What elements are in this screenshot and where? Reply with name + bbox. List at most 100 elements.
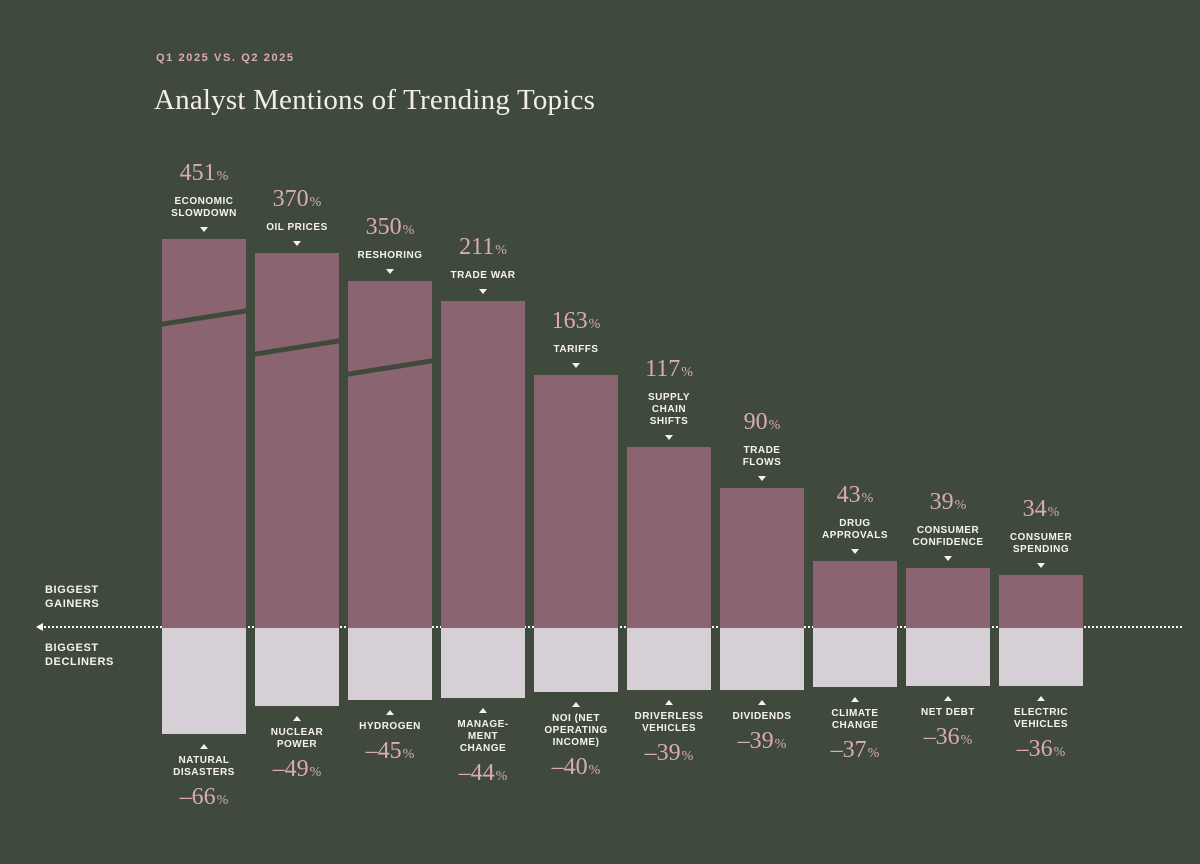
decliner-value: –40% <box>551 754 601 780</box>
arrow-down-icon <box>479 289 487 294</box>
arrow-down-icon <box>665 435 673 440</box>
label-line: DRIVERLESS <box>634 711 704 722</box>
decliner-label: NOI (NET OPERATING INCOME) <box>544 713 607 749</box>
label-line: FLOWS <box>742 457 782 468</box>
chart-column: 211% TRADE WAR MANAGE- MENT CHANGE –44% <box>441 160 525 790</box>
decliner-label: MANAGE- MENT CHANGE <box>457 719 508 755</box>
gainer-value: 90% <box>743 409 781 435</box>
label-line: CONSUMER <box>916 525 980 536</box>
gainer-cell: 39% CONSUMER CONFIDENCE <box>906 160 990 628</box>
gainer-label: OIL PRICES <box>266 222 328 234</box>
decliner-cell: NUCLEAR POWER –49% <box>255 628 339 786</box>
percent-sign: % <box>867 746 880 761</box>
chart-column: 43% DRUG APPROVALS CLIMATE CHANGE –37% <box>813 160 897 767</box>
label-line: CHAIN <box>651 404 687 415</box>
gainer-bar <box>627 447 711 628</box>
percent-sign: % <box>495 769 508 784</box>
decliner-label: CLIMATE CHANGE <box>831 708 878 732</box>
chart-columns: 451% ECONOMIC SLOWDOWN NATURAL DISASTERS –66%… <box>162 160 1083 814</box>
decliner-value: –45% <box>365 738 415 764</box>
gainer-label: TRADE FLOWS <box>743 445 782 469</box>
percent-sign: % <box>960 733 973 748</box>
percent-sign: % <box>1053 745 1066 760</box>
label-line: OIL PRICES <box>266 222 328 233</box>
gainer-cell: 43% DRUG APPROVALS <box>813 160 897 628</box>
gainer-bar <box>441 301 525 628</box>
gainer-label: ECONOMIC SLOWDOWN <box>171 196 237 220</box>
decliner-bar <box>348 628 432 700</box>
percent-sign: % <box>588 317 601 332</box>
label-line: RESHORING <box>357 250 423 261</box>
label-line: DIVIDENDS <box>732 711 792 722</box>
label-line: APPROVALS <box>822 530 888 541</box>
decliner-value: –44% <box>458 760 508 786</box>
gainer-label: SUPPLY CHAIN SHIFTS <box>648 392 690 428</box>
label-line: ELECTRIC <box>1013 707 1068 718</box>
arrow-down-icon <box>293 241 301 246</box>
percent-sign: % <box>402 747 415 762</box>
label-line: MANAGE- <box>457 719 509 730</box>
arrow-up-icon <box>665 700 673 705</box>
percent-sign: % <box>774 737 787 752</box>
decliner-cell: MANAGE- MENT CHANGE –44% <box>441 628 525 790</box>
decliner-bar <box>627 628 711 690</box>
axis-label-line: DECLINERS <box>45 656 114 668</box>
decliner-bar <box>534 628 618 692</box>
gainer-bar <box>999 575 1083 628</box>
gainer-cell: 211% TRADE WAR <box>441 160 525 628</box>
decliner-bar <box>999 628 1083 686</box>
axis-break-mark <box>348 356 432 379</box>
gainer-bar <box>813 561 897 628</box>
decliner-value: –37% <box>830 737 880 763</box>
chart-column: 370% OIL PRICES NUCLEAR POWER –49% <box>255 160 339 786</box>
decliner-cell: NATURAL DISASTERS –66% <box>162 628 246 814</box>
gainer-value: 350% <box>365 214 415 240</box>
arrow-down-icon <box>200 227 208 232</box>
decliner-value: –49% <box>272 756 322 782</box>
gainer-bar <box>348 281 432 628</box>
label-line: NATURAL <box>178 755 230 766</box>
decliner-label: NUCLEAR POWER <box>271 727 323 751</box>
gainer-value: 43% <box>836 482 874 508</box>
percent-sign: % <box>1047 505 1060 520</box>
label-line: CONFIDENCE <box>912 537 984 548</box>
decliner-label: NET DEBT <box>921 707 975 719</box>
gainer-value: 451% <box>179 160 229 186</box>
percent-sign: % <box>402 223 415 238</box>
arrow-up-icon <box>851 697 859 702</box>
label-line: INCOME) <box>552 737 600 748</box>
arrow-up-icon <box>386 710 394 715</box>
chart-column: 34% CONSUMER SPENDING ELECTRIC VEHICLES –36% <box>999 160 1083 766</box>
decliner-value: –36% <box>923 724 973 750</box>
gainer-cell: 350% RESHORING <box>348 160 432 628</box>
arrow-down-icon <box>944 556 952 561</box>
decliner-cell: NOI (NET OPERATING INCOME) –40% <box>534 628 618 784</box>
arrow-down-icon <box>386 269 394 274</box>
decliner-cell: DIVIDENDS –39% <box>720 628 804 758</box>
label-line: TRADE <box>743 445 781 456</box>
chart-column: 39% CONSUMER CONFIDENCE NET DEBT –36% <box>906 160 990 754</box>
gainer-bar <box>255 253 339 628</box>
decliner-label: ELECTRIC VEHICLES <box>1014 707 1068 731</box>
arrow-up-icon <box>200 744 208 749</box>
arrow-down-icon <box>1037 563 1045 568</box>
decliner-label: HYDROGEN <box>359 721 421 733</box>
label-line: HYDROGEN <box>359 721 421 732</box>
chart-column: 163% TARIFFS NOI (NET OPERATING INCOME) –40% <box>534 160 618 784</box>
gainer-label: TARIFFS <box>554 344 599 356</box>
label-line: CONSUMER <box>1009 532 1073 543</box>
chart-title: Analyst Mentions of Trending Topics <box>154 84 596 116</box>
gainers-axis-label: BIGGEST GAINERS <box>45 583 99 611</box>
decliner-value: –39% <box>644 740 694 766</box>
decliner-label: DRIVERLESS VEHICLES <box>635 711 704 735</box>
decliner-cell: HYDROGEN –45% <box>348 628 432 768</box>
label-line: SHIFTS <box>649 416 689 427</box>
percent-sign: % <box>216 169 229 184</box>
gainer-value: 211% <box>459 234 507 260</box>
label-line: SLOWDOWN <box>171 208 237 219</box>
chart-column: 350% RESHORING HYDROGEN –45% <box>348 160 432 768</box>
chart-column: 117% SUPPLY CHAIN SHIFTS DRIVERLESS VEHICLES –… <box>627 160 711 770</box>
gainer-value: 117% <box>645 356 693 382</box>
decliner-cell: CLIMATE CHANGE –37% <box>813 628 897 767</box>
decliner-label: DIVIDENDS <box>733 711 792 723</box>
